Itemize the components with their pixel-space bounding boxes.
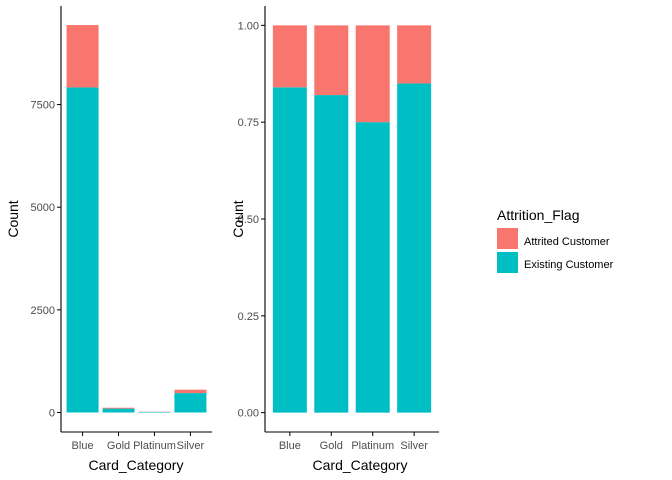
bar-existing-gold [314,95,349,413]
proportion-chart-panel: Blue Gold Platinum Silver 0.00 0.25 0.50 0.75 1.… [230,6,439,473]
x-axis-title: Card_Category [89,457,184,473]
bar-existing-silver [174,393,207,413]
legend-key-existing [497,252,518,273]
x-tick-label-gold: Gold [107,440,130,452]
bar-attrited-gold [314,25,349,96]
bar-existing-blue [272,87,307,413]
x-tick-label-silver: Silver [177,440,205,452]
y-tick-label: 1.00 [238,20,259,32]
y-tick-label: 0.25 [238,311,259,323]
y-axis-title: Count [230,200,246,237]
bar-existing-silver [397,83,432,413]
y-tick-label: 5000 [31,202,55,214]
bar-attrited-blue [66,25,99,88]
y-axis-title: Count [5,200,21,237]
bar-attrited-silver [397,25,432,84]
x-tick-label-silver: Silver [400,440,428,452]
bar-attrited-platinum [355,25,390,123]
y-tick-label: 0.00 [238,408,259,420]
legend-key-attrited [497,228,518,249]
bar-existing-blue [66,87,99,413]
x-tick-label-blue: Blue [279,440,301,452]
count-chart-panel: Blue Gold Platinum Silver 0 2500 5000 7500 Card_… [5,6,212,473]
legend: Attrition_Flag Attrited Customer Existin… [497,207,614,273]
bar-existing-gold [102,408,135,413]
bar-attrited-gold [102,407,135,409]
x-tick-label-gold: Gold [320,440,343,452]
bar-existing-platinum [138,411,171,413]
x-tick-label-blue: Blue [72,440,94,452]
legend-label-attrited: Attrited Customer [524,236,610,248]
legend-title: Attrition_Flag [497,207,579,223]
x-axis-title: Card_Category [313,457,408,473]
legend-label-existing: Existing Customer [524,259,614,271]
bar-existing-platinum [355,122,390,413]
bar-attrited-blue [272,25,307,88]
x-tick-label-platinum: Platinum [351,440,394,452]
bar-attrited-silver [174,389,207,394]
y-tick-label: 0.75 [238,117,259,129]
x-tick-label-platinum: Platinum [133,440,176,452]
y-tick-label: 7500 [31,100,55,112]
y-tick-label: 0.50 [238,214,259,226]
y-tick-label: 0 [49,407,55,419]
y-tick-label: 2500 [31,305,55,317]
